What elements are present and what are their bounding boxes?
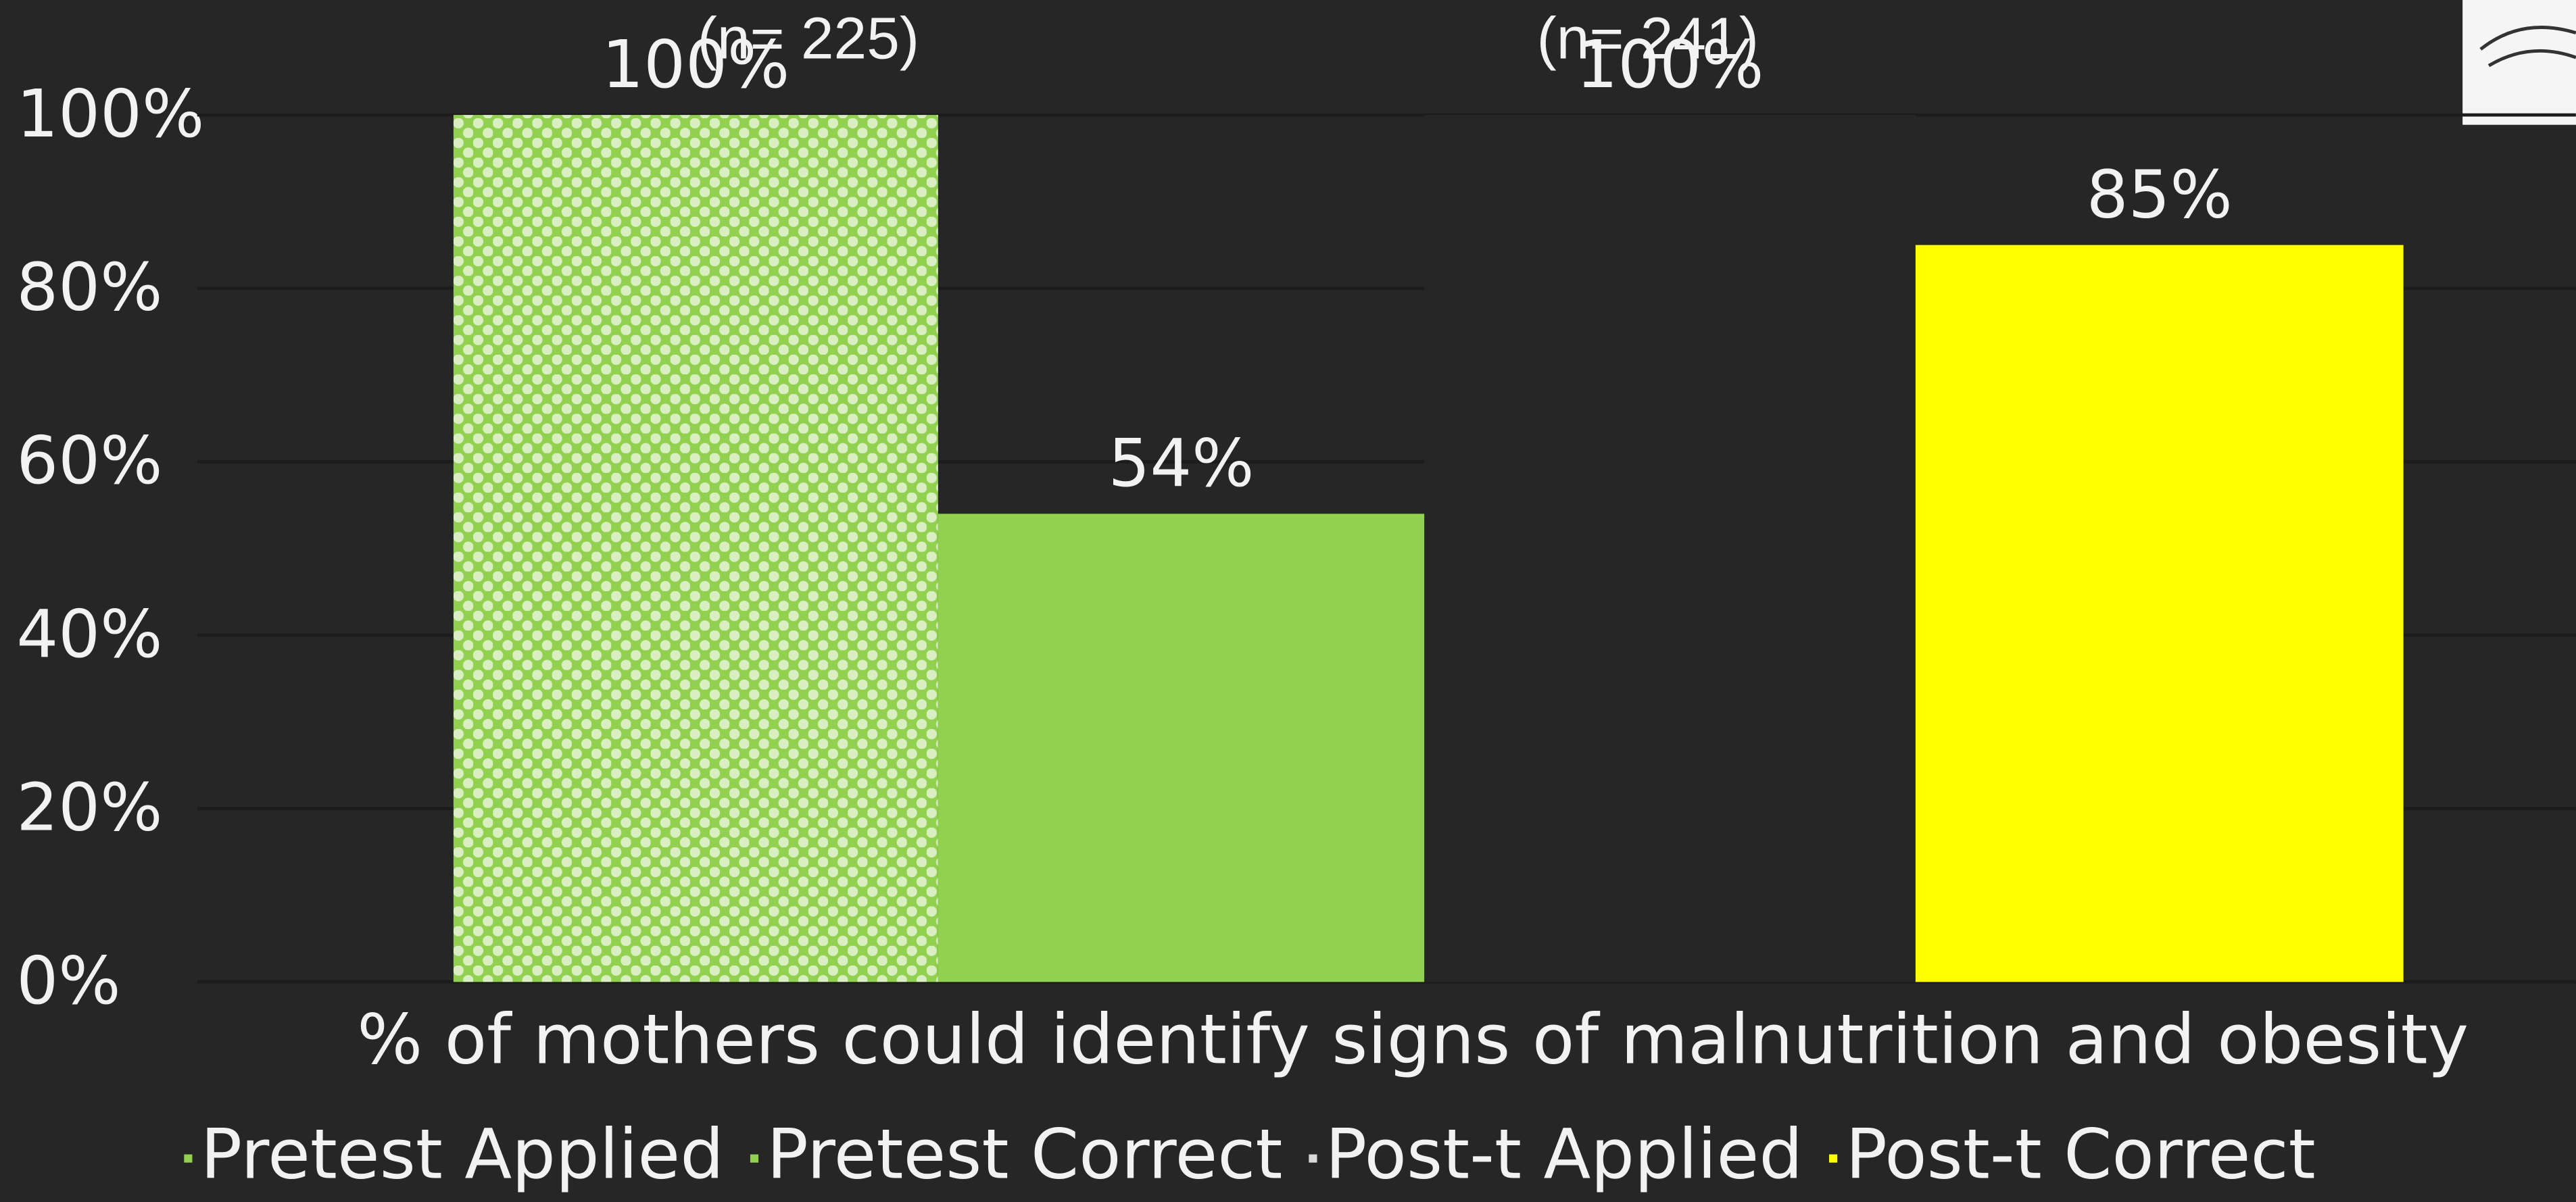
y-tick-label: 40% — [16, 596, 162, 672]
legend-marker — [184, 1154, 193, 1163]
bar — [1915, 245, 2404, 982]
legend-marker — [750, 1154, 759, 1163]
legend-marker — [1829, 1154, 1838, 1163]
y-tick-label: 100% — [16, 76, 204, 152]
legend-label: Pretest Correct — [767, 1115, 1282, 1195]
legend-label: Pretest Applied — [201, 1115, 724, 1195]
corner-sketch — [2479, 26, 2576, 68]
y-tick-label: 80% — [16, 249, 162, 325]
x-tick-label: % of mothers could identify signs of mal… — [357, 1000, 2469, 1080]
bar — [1424, 115, 1916, 982]
bar — [938, 514, 1425, 982]
annotation: (n= 225) — [698, 5, 919, 71]
annotation: (n= 241) — [1537, 5, 1759, 71]
legend-label: Post-t Correct — [1845, 1115, 2315, 1195]
value-label: 100% — [1576, 26, 1764, 103]
legend-label: Post-t Applied — [1326, 1115, 1803, 1195]
value-label: 100% — [602, 26, 789, 103]
value-label: 54% — [1108, 425, 1254, 501]
corner-image — [2462, 0, 2576, 125]
y-tick-label: 20% — [16, 769, 162, 845]
y-tick-label: 0% — [16, 943, 120, 1019]
bar — [453, 115, 938, 982]
y-tick-label: 60% — [16, 422, 162, 499]
value-label: 85% — [2087, 156, 2233, 232]
legend-marker — [1309, 1154, 1317, 1163]
